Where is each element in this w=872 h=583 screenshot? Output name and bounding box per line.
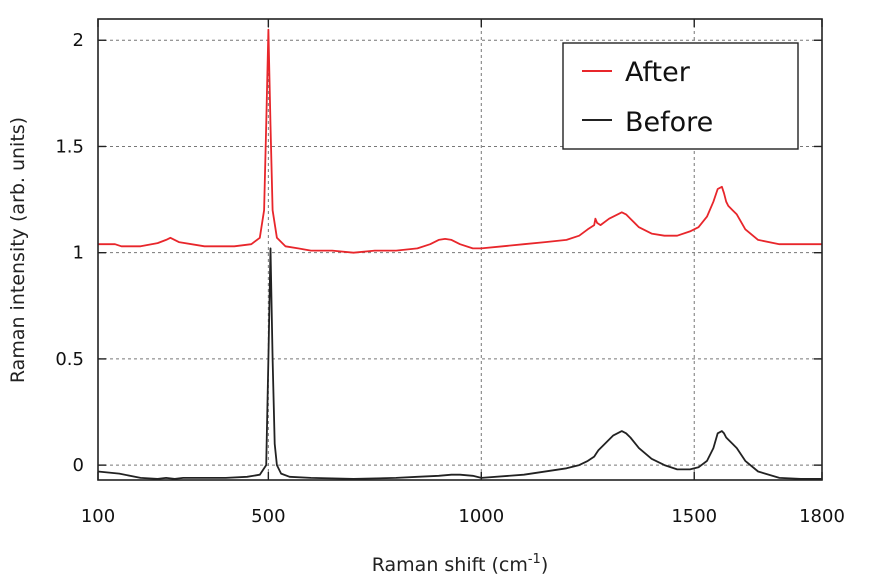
y-tick-label: 1.5 [55, 136, 84, 157]
x-axis-label-main: Raman shift (cm [372, 554, 528, 576]
y-tick-label: 0.5 [55, 349, 84, 370]
x-tick-label: 100 [81, 506, 115, 527]
legend: After Before [562, 42, 799, 150]
y-tick-label: 0 [73, 455, 84, 476]
plot-frame [97, 18, 823, 481]
x-tick-label: 1500 [671, 506, 717, 527]
y-tick-label: 1 [73, 243, 84, 264]
y-axis-label: Raman intensity (arb. units) [7, 117, 29, 383]
x-tick-label: 1800 [799, 506, 845, 527]
x-axis-label: Raman shift (cm-1) [372, 552, 548, 576]
y-tick-labels: 0 0.5 1 1.5 2 [55, 30, 822, 476]
legend-box [562, 42, 799, 150]
legend-label-before: Before [625, 107, 713, 138]
series-line-after [98, 28, 822, 254]
x-tick-label: 500 [251, 506, 285, 527]
series-group [97, 28, 822, 480]
grid-lines [98, 19, 822, 480]
legend-label-after: After [625, 57, 691, 88]
series-line-before [97, 247, 822, 480]
x-axis-label-sup: -1 [528, 552, 541, 567]
x-tick-label: 1000 [458, 506, 504, 527]
x-tick-labels: 100 500 1000 1500 1800 [81, 19, 845, 527]
y-tick-label: 2 [73, 30, 84, 51]
x-axis-label-close: ) [541, 554, 548, 576]
